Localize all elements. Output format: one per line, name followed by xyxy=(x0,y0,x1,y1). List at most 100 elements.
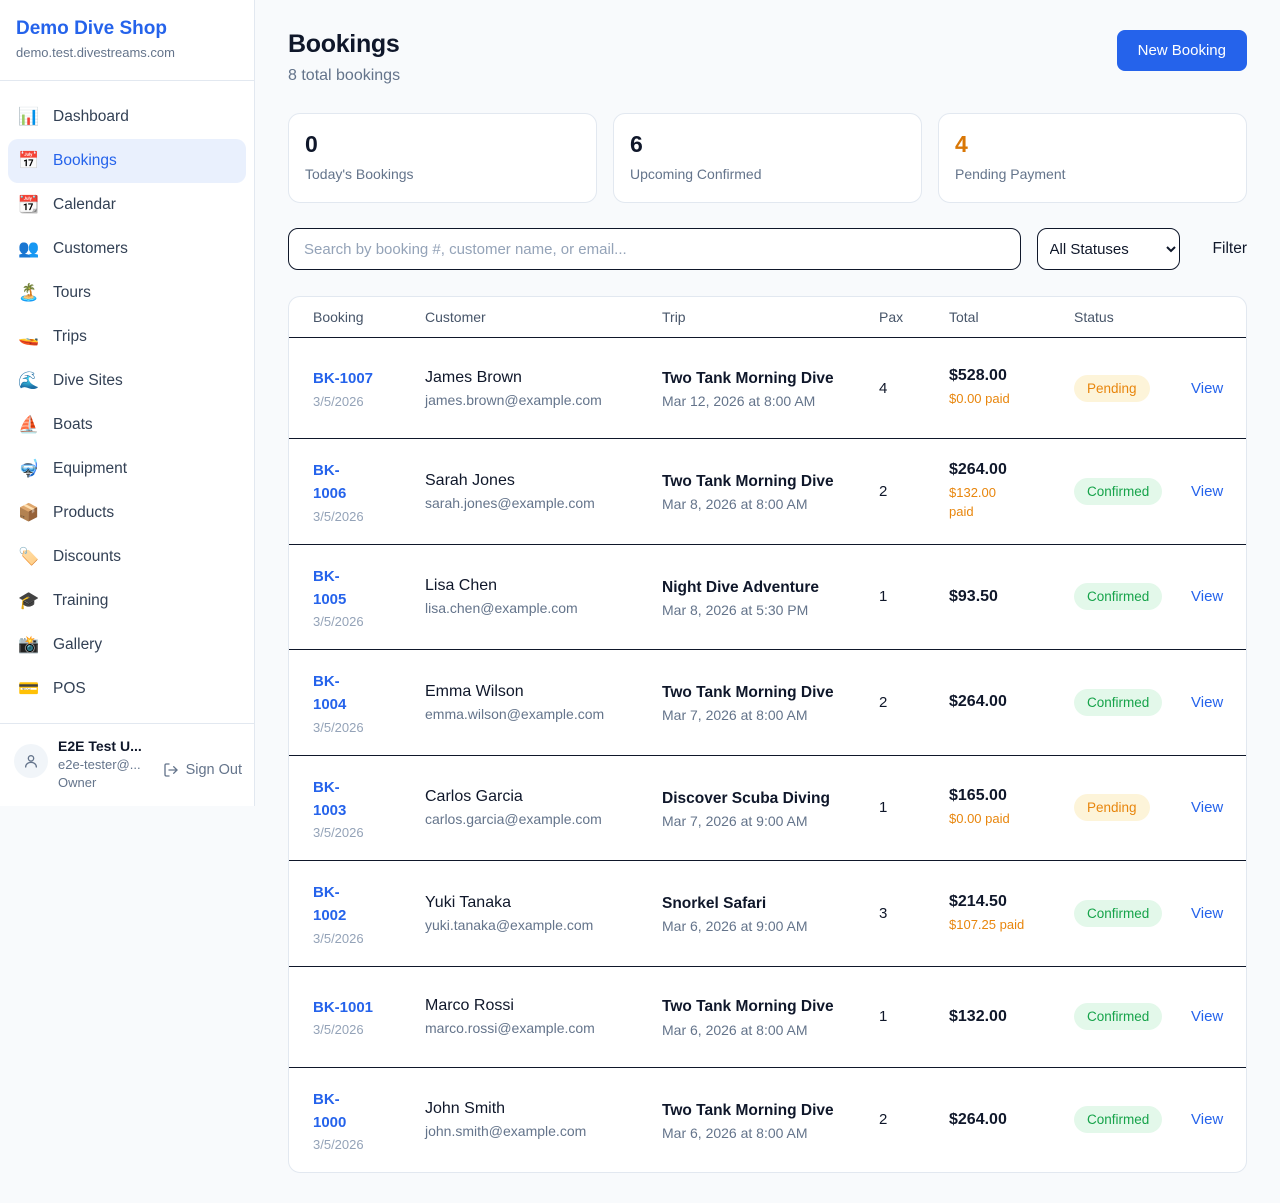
stat-label: Pending Payment xyxy=(955,166,1066,182)
trip-name: Discover Scuba Diving xyxy=(662,789,830,807)
view-link[interactable]: View xyxy=(1191,1111,1224,1129)
wave-icon: 🌊 xyxy=(18,371,40,390)
sign-out-label: Sign Out xyxy=(185,762,242,778)
stat-card: 0 Today's Bookings xyxy=(288,113,597,203)
sidebar-item-products[interactable]: 📦 Products xyxy=(8,491,246,535)
status-badge: Pending xyxy=(1074,794,1150,822)
credit-card-icon: 💳 xyxy=(18,679,40,698)
tear-calendar-icon: 📆 xyxy=(18,195,40,214)
trip-cell: Two Tank Morning Dive Mar 6, 2026 at 8:0… xyxy=(662,995,879,1037)
status-badge: Confirmed xyxy=(1074,1003,1163,1030)
view-link[interactable]: View xyxy=(1191,482,1224,500)
status-cell: Confirmed xyxy=(1074,1106,1191,1134)
total-amount: $264.00 xyxy=(949,693,1007,711)
booking-id-link[interactable]: BK- 1000 xyxy=(313,1090,347,1131)
customer-email: john.smith@example.com xyxy=(425,1123,587,1140)
new-booking-button[interactable]: New Booking xyxy=(1116,30,1247,71)
view-link[interactable]: View xyxy=(1191,1008,1224,1025)
sidebar-nav: 📊 Dashboard 📅 Bookings 📆 Calendar 👥 Cust… xyxy=(0,81,254,723)
sidebar-item-tours[interactable]: 🏝️ Tours xyxy=(8,271,246,315)
sidebar-item-discounts[interactable]: 🏷️ Discounts xyxy=(8,535,246,579)
sidebar-item-training[interactable]: 🎓 Training xyxy=(8,579,246,623)
sidebar-item-boats[interactable]: ⛵ Boats xyxy=(8,403,246,447)
sidebar-item-trips[interactable]: 🚤 Trips xyxy=(8,315,246,359)
view-link[interactable]: View xyxy=(1191,799,1224,817)
col-total: Total xyxy=(949,309,979,325)
customer-email: lisa.chen@example.com xyxy=(425,600,578,617)
customer-cell: James Brown james.brown@example.com xyxy=(425,369,662,408)
trip-time: Mar 6, 2026 at 8:00 AM xyxy=(662,1021,808,1038)
paid-amount: $132.00 paid xyxy=(949,484,996,520)
customer-email: carlos.garcia@example.com xyxy=(425,811,602,828)
col-trip: Trip xyxy=(662,309,686,325)
booking-id-link[interactable]: BK-1007 xyxy=(313,370,374,388)
customer-email: yuki.tanaka@example.com xyxy=(425,916,594,933)
stat-card: 6 Upcoming Confirmed xyxy=(613,113,922,203)
view-link[interactable]: View xyxy=(1191,588,1224,606)
package-icon: 📦 xyxy=(18,503,40,522)
sidebar-item-dashboard[interactable]: 📊 Dashboard xyxy=(8,95,246,139)
table-row: BK- 1002 3/5/2026 Yuki Tanaka yuki.tanak… xyxy=(289,861,1246,967)
view-link[interactable]: View xyxy=(1191,693,1224,711)
booking-id-link[interactable]: BK- 1004 xyxy=(313,673,347,714)
search-input[interactable] xyxy=(288,228,1021,270)
customer-name: Marco Rossi xyxy=(425,997,514,1014)
total-cell: $264.00 $132.00 paid xyxy=(949,461,1074,522)
sidebar-header: Demo Dive Shop demo.test.divestreams.com xyxy=(0,0,254,81)
booking-id-link[interactable]: BK- 1002 xyxy=(313,884,347,925)
trip-cell: Two Tank Morning Dive Mar 7, 2026 at 8:0… xyxy=(662,681,879,723)
total-cell: $264.00 xyxy=(949,1111,1074,1129)
trip-time: Mar 7, 2026 at 9:00 AM xyxy=(662,812,808,829)
booking-cell: BK-1007 3/5/2026 xyxy=(313,367,425,408)
view-link[interactable]: View xyxy=(1191,904,1224,922)
sign-out-button[interactable]: Sign Out xyxy=(163,762,242,778)
filter-button[interactable]: Filter xyxy=(1180,240,1247,258)
booking-date: 3/5/2026 xyxy=(313,719,364,735)
col-booking: Booking xyxy=(313,309,364,325)
trip-name: Two Tank Morning Dive xyxy=(662,684,834,702)
status-cell: Confirmed xyxy=(1074,688,1191,716)
trip-cell: Night Dive Adventure Mar 8, 2026 at 5:30… xyxy=(662,576,879,618)
sidebar-item-calendar[interactable]: 📆 Calendar xyxy=(8,183,246,227)
trip-time: Mar 6, 2026 at 9:00 AM xyxy=(662,918,808,935)
sidebar-item-bookings[interactable]: 📅 Bookings xyxy=(8,139,246,183)
booking-id-link[interactable]: BK-1001 xyxy=(313,998,374,1016)
sidebar-item-gallery[interactable]: 📸 Gallery xyxy=(8,623,246,667)
page-subtitle: 8 total bookings xyxy=(288,67,401,84)
booking-id-link[interactable]: BK- 1006 xyxy=(313,462,347,503)
customer-name: Lisa Chen xyxy=(425,577,498,595)
booking-id-link[interactable]: BK- 1005 xyxy=(313,567,347,608)
booking-date: 3/5/2026 xyxy=(313,1137,364,1152)
total-amount: $93.50 xyxy=(949,587,998,605)
sidebar-item-pos[interactable]: 💳 POS xyxy=(8,667,246,711)
user-role: Owner xyxy=(58,775,97,790)
customer-email: emma.wilson@example.com xyxy=(425,705,605,722)
page-header: Bookings 8 total bookings New Booking xyxy=(288,30,1247,85)
users-icon: 👥 xyxy=(18,239,40,258)
customer-name: James Brown xyxy=(425,368,522,386)
total-amount: $165.00 xyxy=(949,787,1007,804)
col-status: Status xyxy=(1074,309,1114,325)
trip-name: Two Tank Morning Dive xyxy=(662,998,834,1016)
sidebar-item-equipment[interactable]: 🤿 Equipment xyxy=(8,447,246,491)
stat-card: 4 Pending Payment xyxy=(938,113,1247,203)
trip-time: Mar 8, 2026 at 5:30 PM xyxy=(662,601,809,618)
total-cell: $132.00 xyxy=(949,1008,1074,1026)
page-title: Bookings xyxy=(288,30,400,58)
booking-cell: BK- 1004 3/5/2026 xyxy=(313,670,425,735)
total-amount: $264.00 xyxy=(949,1110,1007,1128)
view-link[interactable]: View xyxy=(1191,379,1224,397)
sidebar-item-customers[interactable]: 👥 Customers xyxy=(8,227,246,271)
stat-value: 6 xyxy=(630,131,643,157)
booking-id-link[interactable]: BK- 1003 xyxy=(313,778,347,819)
dive-mask-icon: 🤿 xyxy=(18,459,40,478)
pax-cell: 1 xyxy=(879,1008,888,1025)
trip-cell: Two Tank Morning Dive Mar 12, 2026 at 8:… xyxy=(662,367,879,409)
sidebar-item-dive-sites[interactable]: 🌊 Dive Sites xyxy=(8,359,246,403)
customer-cell: Sarah Jones sarah.jones@example.com xyxy=(425,472,662,511)
trip-time: Mar 7, 2026 at 8:00 AM xyxy=(662,707,808,724)
shop-name: Demo Dive Shop xyxy=(16,18,167,39)
status-badge: Pending xyxy=(1074,374,1150,402)
status-select[interactable]: All Statuses xyxy=(1036,228,1180,270)
trip-name: Two Tank Morning Dive xyxy=(662,1101,834,1119)
